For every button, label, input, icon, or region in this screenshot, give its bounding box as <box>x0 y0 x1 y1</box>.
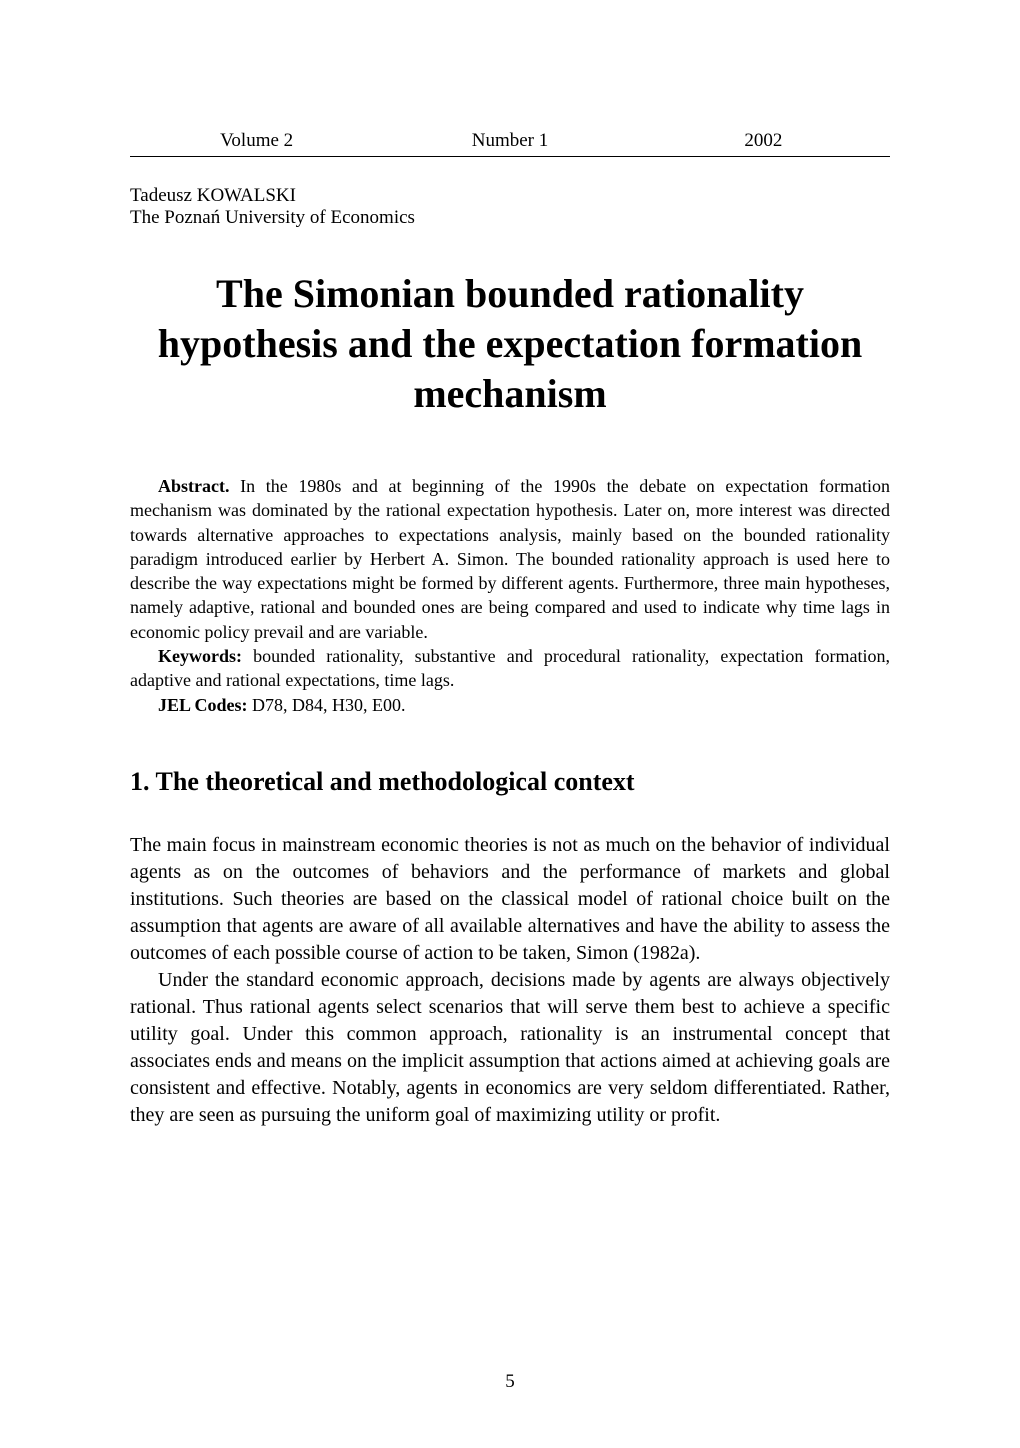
abstract-paragraph: Abstract. In the 1980s and at beginning … <box>130 474 890 644</box>
body-paragraph: Under the standard economic approach, de… <box>130 967 890 1129</box>
journal-header: Volume 2 Number 1 2002 <box>130 130 890 157</box>
paper-title: The Simonian bounded rationality hypothe… <box>130 269 890 419</box>
keywords-paragraph: Keywords: bounded rationality, substanti… <box>130 644 890 693</box>
section-heading: 1. The theoretical and methodological co… <box>130 767 890 797</box>
abstract-block: Abstract. In the 1980s and at beginning … <box>130 474 890 717</box>
keywords-label: Keywords: <box>158 646 242 666</box>
page-number: 5 <box>0 1371 1020 1393</box>
jel-paragraph: JEL Codes: D78, D84, H30, E00. <box>130 693 890 717</box>
author-block: Tadeusz KOWALSKI The Poznań University o… <box>130 185 890 229</box>
abstract-label: Abstract. <box>158 476 229 496</box>
header-year: 2002 <box>637 130 890 152</box>
keywords-text: bounded rationality, substantive and pro… <box>130 646 890 690</box>
author-affiliation: The Poznań University of Economics <box>130 207 890 229</box>
abstract-text: In the 1980s and at beginning of the 199… <box>130 476 890 642</box>
section-body: The main focus in mainstream economic th… <box>130 832 890 1129</box>
author-name: Tadeusz KOWALSKI <box>130 185 890 207</box>
jel-label: JEL Codes: <box>158 695 248 715</box>
body-paragraph: The main focus in mainstream economic th… <box>130 832 890 967</box>
header-number: Number 1 <box>383 130 636 152</box>
jel-text: D78, D84, H30, E00. <box>248 695 406 715</box>
header-volume: Volume 2 <box>130 130 383 152</box>
